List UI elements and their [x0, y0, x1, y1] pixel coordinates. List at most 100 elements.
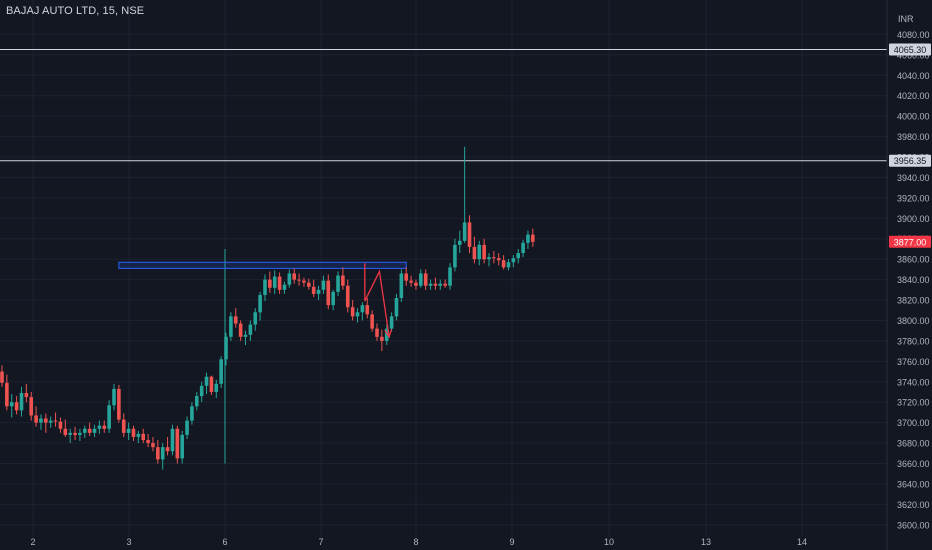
- arrow-path: [364, 263, 390, 337]
- symbol-header: BAJAJ AUTO LTD, 15, NSE: [6, 5, 145, 17]
- y-tick-label: 3600.00: [897, 520, 930, 530]
- candle-body: [506, 262, 511, 268]
- time-axis: 2 3 6 7 8 9 10 13 14: [30, 537, 807, 547]
- candle-body: [248, 324, 253, 335]
- candle-body: [516, 253, 521, 259]
- currency-label: INR: [898, 14, 914, 24]
- candle-body: [399, 273, 404, 298]
- candle-body: [219, 359, 223, 384]
- candle-body: [68, 432, 72, 435]
- candle-body: [170, 428, 175, 452]
- y-tick-label: 4000.00: [897, 112, 930, 122]
- candle-body: [63, 428, 68, 435]
- candle-body: [321, 280, 326, 290]
- candle-body: [141, 433, 146, 440]
- candle-body: [414, 282, 418, 286]
- candle-body: [350, 307, 355, 317]
- y-tick-label: 3640.00: [897, 479, 930, 489]
- candle-body: [243, 334, 248, 337]
- candle-body: [462, 222, 467, 241]
- y-tick-label: 3620.00: [897, 500, 930, 510]
- candle-body: [384, 328, 389, 341]
- candle-body: [165, 447, 170, 452]
- candle-body: [214, 383, 219, 392]
- candle-body: [292, 273, 296, 280]
- candle-body: [282, 284, 287, 290]
- x-tick-label: 10: [604, 537, 614, 547]
- projection-arrow: [364, 263, 393, 339]
- candle-body: [73, 432, 77, 435]
- y-tick-label: 3660.00: [897, 459, 930, 469]
- candle-body: [160, 447, 165, 460]
- candle-body: [39, 418, 43, 423]
- candle-body: [58, 421, 63, 429]
- candle-body: [34, 415, 38, 423]
- candle-body: [453, 244, 457, 268]
- candle-body: [472, 246, 477, 260]
- candle-body: [185, 420, 189, 435]
- candle-body: [107, 405, 111, 429]
- candle-body: [204, 376, 209, 386]
- candle-body: [199, 385, 204, 397]
- y-tick-label: 3800.00: [897, 316, 930, 326]
- candle-body: [112, 388, 116, 406]
- y-tick-label: 3980.00: [897, 132, 930, 142]
- candle-body: [253, 312, 258, 325]
- y-tick-label: 4040.00: [897, 71, 930, 81]
- candle-body: [511, 258, 516, 263]
- y-tick-label: 3840.00: [897, 275, 930, 285]
- candle-body: [195, 396, 199, 407]
- y-tick-label: 3860.00: [897, 255, 930, 265]
- candle-body: [419, 273, 423, 286]
- candle-body: [175, 428, 180, 459]
- y-tick-label: 3920.00: [897, 193, 930, 203]
- candle-body: [438, 283, 443, 286]
- y-tick-label: 3940.00: [897, 173, 930, 183]
- candle-body: [180, 434, 184, 459]
- arrow-head: [384, 328, 393, 339]
- x-tick-label: 14: [797, 537, 807, 547]
- candle-body: [24, 393, 29, 398]
- candle-body: [433, 283, 438, 286]
- y-tick-label: 3700.00: [897, 418, 930, 428]
- candle-body: [97, 425, 102, 429]
- x-tick-label: 7: [318, 537, 323, 547]
- candle-body: [233, 316, 238, 324]
- y-tick-label: 3780.00: [897, 336, 930, 346]
- y-tick-label: 4020.00: [897, 91, 930, 101]
- price-axis: 3600.00 3620.00 3640.00 3660.00 3680.00 3700.…: [886, 0, 932, 550]
- candle-body: [389, 316, 394, 329]
- candle-body: [0, 371, 4, 383]
- candle-body: [53, 420, 58, 422]
- candle-body: [365, 305, 370, 315]
- candle-body: [190, 406, 194, 421]
- candle-body: [121, 419, 126, 433]
- y-tick-label: 3760.00: [897, 357, 930, 367]
- resistance-zone: [118, 261, 407, 269]
- candle-body: [277, 276, 282, 290]
- candle-body: [501, 260, 506, 268]
- candle-body: [297, 279, 301, 281]
- candle-body: [316, 289, 321, 294]
- candle-body: [443, 283, 447, 286]
- candle-body: [44, 418, 48, 423]
- y-tick-label: 3720.00: [897, 398, 930, 408]
- candle-body: [394, 297, 399, 317]
- candle-body: [428, 283, 433, 286]
- candle-body: [380, 336, 384, 341]
- candle-body: [467, 222, 472, 247]
- candle-body: [492, 257, 496, 259]
- last-price-tag: [889, 235, 931, 248]
- candle-body: [375, 328, 379, 337]
- candle-body: [409, 280, 413, 283]
- y-tick-label: 3680.00: [897, 439, 930, 449]
- candle-body: [336, 275, 340, 292]
- candles: [0, 146, 535, 470]
- candle-body: [146, 439, 150, 444]
- candle-body: [531, 234, 535, 242]
- grid: [0, 0, 887, 537]
- candle-body: [272, 276, 277, 288]
- candle-body: [448, 267, 452, 286]
- candle-body: [341, 275, 345, 286]
